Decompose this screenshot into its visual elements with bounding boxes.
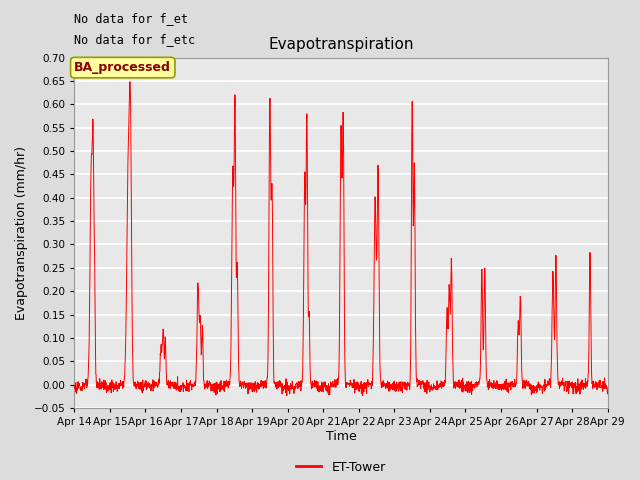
Title: Evapotranspiration: Evapotranspiration [268, 37, 414, 52]
Text: No data for f_et: No data for f_et [74, 12, 188, 25]
Text: BA_processed: BA_processed [74, 61, 172, 74]
Legend: ET-Tower: ET-Tower [291, 456, 390, 479]
X-axis label: Time: Time [326, 430, 356, 443]
Y-axis label: Evapotranspiration (mm/hr): Evapotranspiration (mm/hr) [15, 146, 28, 320]
Text: No data for f_etc: No data for f_etc [74, 33, 195, 46]
